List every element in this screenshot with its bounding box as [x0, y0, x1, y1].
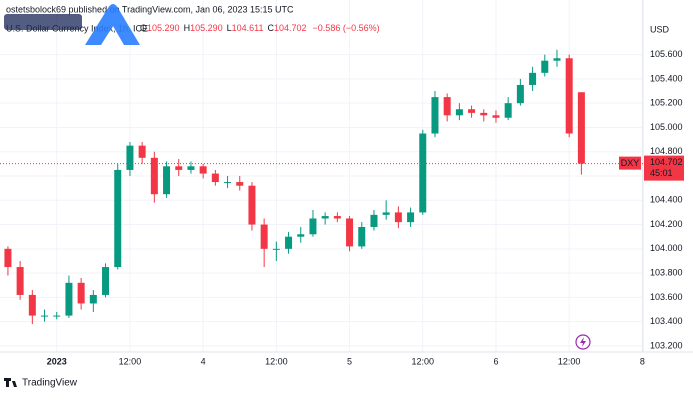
candle-body [211, 173, 219, 183]
candle-body [455, 109, 463, 116]
candle-body [565, 58, 573, 134]
candle-body [187, 166, 195, 170]
candle-body [468, 109, 476, 113]
ohlc-value: 104.611 [232, 23, 264, 33]
ohlc-label: O [140, 23, 147, 33]
candle-body [492, 115, 500, 118]
candle-body [53, 315, 61, 317]
candle-body [443, 97, 451, 116]
y-tick-label: 103.400 [650, 316, 683, 326]
candle-body [394, 212, 402, 223]
candle-body [333, 216, 341, 219]
ohlc-label: L [227, 23, 232, 33]
y-tick-label: 103.600 [650, 292, 683, 302]
y-tick-label: 105.600 [650, 49, 683, 59]
change: −0.586 (−0.56%) [313, 23, 380, 33]
candle-body [236, 182, 244, 186]
candle-body [175, 166, 183, 170]
ohlc-value: 104.702 [274, 23, 307, 33]
candle-body [297, 234, 305, 237]
ohlc-value: 105.290 [190, 23, 223, 33]
candle-body [370, 214, 378, 227]
y-tick-label: 105.400 [650, 73, 683, 83]
y-tick-label: 105.200 [650, 98, 683, 108]
symbol-box [619, 156, 641, 170]
candle-body [346, 218, 354, 247]
candle-body [321, 216, 329, 219]
candle-body [419, 133, 427, 213]
currency: USD [650, 24, 670, 34]
candle-body [224, 182, 232, 184]
candle-body [65, 282, 73, 316]
x-tick-label: 12:00 [119, 356, 142, 366]
candle-body [126, 145, 134, 170]
candle-body [577, 92, 585, 164]
candle-body [407, 212, 415, 223]
x-tick-label: 6 [493, 356, 498, 366]
y-tick-label: 104.000 [650, 243, 683, 253]
candle-body [89, 294, 97, 304]
candle-body [272, 248, 280, 250]
candle-body [431, 97, 439, 134]
candles [4, 49, 585, 325]
candle-body [102, 267, 110, 295]
y-tick-label: 105.000 [650, 122, 683, 132]
ohlc-label: C [268, 23, 275, 33]
last-price-label: 104.702 [650, 157, 683, 167]
x-tick-label: 12:00 [265, 356, 288, 366]
candle-body [77, 282, 85, 304]
candle-body [504, 103, 512, 118]
candle-body [260, 224, 268, 249]
candle-body [16, 267, 24, 295]
ohlc-label: H [184, 23, 191, 33]
candle-body [382, 212, 390, 215]
x-tick-label: 4 [201, 356, 206, 366]
y-tick-label: 103.200 [650, 340, 683, 350]
watermark-logo [4, 4, 140, 45]
candle-body [541, 60, 549, 73]
candle-body [516, 84, 524, 104]
candle-body [28, 294, 36, 316]
y-tick-label: 104.200 [650, 219, 683, 229]
y-tick-label: 104.400 [650, 195, 683, 205]
y-tick-label: 103.800 [650, 267, 683, 277]
x-tick-label: 5 [347, 356, 352, 366]
event-icon-bolt [580, 337, 586, 347]
candle-body [358, 226, 366, 247]
candle-body [4, 248, 12, 268]
candle-body [529, 72, 537, 85]
brand-name: TradingView [22, 378, 78, 389]
candle-body [114, 169, 122, 268]
price-box [644, 155, 684, 181]
candle-body [163, 166, 171, 195]
x-tick-label: 8 [640, 356, 645, 366]
symbol: DXY [621, 158, 640, 168]
x-tick-label: 2023 [47, 356, 67, 366]
candle-body [480, 112, 488, 116]
candle-body [309, 218, 317, 235]
ohlc-values: O105.290 H105.290 L104.611 C104.702 −0.586 (… [140, 23, 380, 33]
candle-body [150, 157, 158, 195]
countdown: 45:01 [650, 168, 673, 178]
candle-body [248, 185, 256, 225]
brand: TradingView [4, 378, 78, 389]
candle-body [199, 166, 207, 174]
ohlc-legend: O105.290 H105.290 L104.611 C104.702 −0.586 (… [140, 23, 380, 33]
candle-body [553, 58, 561, 61]
candle-body [138, 145, 146, 158]
y-tick-label: 104.800 [650, 146, 683, 156]
ohlc-value: 105.290 [147, 23, 180, 33]
candle-body [285, 236, 293, 249]
publisher: ostetsbolock69 published on TradingView.… [6, 4, 294, 14]
x-tick-label: 12:00 [412, 356, 435, 366]
candle-body [41, 315, 49, 317]
x-tick-label: 12:00 [558, 356, 581, 366]
